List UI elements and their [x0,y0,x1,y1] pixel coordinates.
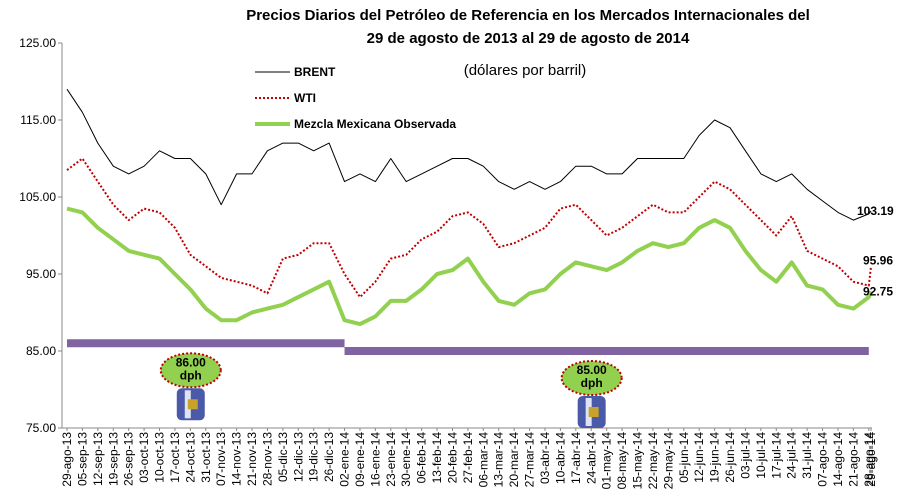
chart-title: Precios Diarios del Petróleo de Referenc… [246,7,810,24]
x-tick-label: 12-jun-14 [692,432,706,483]
x-tick-label: 31-oct-13 [199,432,213,483]
legend-label: Mezcla Mexicana Observada [294,117,456,131]
x-tick-label: 22-may-14 [646,432,660,490]
x-tick-label: 13-feb-14 [430,432,444,484]
chart-subtitle: (dólares por barril) [464,62,587,79]
value-label: 103.19 [857,204,894,218]
x-tick-label: 12-sep-13 [91,432,105,486]
x-tick-label: 14-ago-14 [831,432,845,487]
x-tick-label: 12-dic-13 [291,432,305,482]
x-tick-label: 20-mar-14 [507,432,521,488]
x-tick-label: 10-abr-14 [553,432,567,484]
series-line [66,88,872,221]
reference-label-part: dph [581,376,603,390]
x-tick-label: 28-nov-13 [260,432,274,486]
reference-label: 85.00 dph [577,363,607,390]
reference-label-part: 85.00 [577,363,607,377]
x-tick-label: 16-ene-14 [368,432,382,487]
x-tick-label: 27-mar-14 [523,432,537,488]
barrel-label [187,399,198,410]
x-tick-label: 03-jul-14 [738,432,752,479]
x-tick-label: 05-sep-13 [75,432,89,486]
value-label: 95.96 [863,254,893,268]
x-tick-label: 07-nov-13 [214,432,228,486]
x-tick-label: 24-oct-13 [183,432,197,483]
value-label: 92.75 [863,284,893,298]
chart-title: 29 de agosto de 2013 al 29 de agosto de … [367,30,690,47]
x-tick-label: 26-dic-13 [322,432,336,482]
x-tick-label: 08-may-14 [615,432,629,490]
x-tick-label: 20-feb-14 [445,432,459,484]
y-tick-label: 115.00 [20,113,56,127]
x-tick-label: 29-ago-14 [864,432,878,487]
x-tick-label: 29-ago-13 [60,432,74,487]
x-tick-label: 30-ene-14 [399,432,413,487]
x-tick-label: 15-may-14 [631,432,645,490]
y-tick-label: 95.00 [26,267,56,281]
x-tick-label: 27-feb-14 [461,432,475,484]
barrel-icon [577,396,606,428]
x-tick-label: 03-abr-14 [538,432,552,484]
y-tick-label: 85.00 [26,344,56,358]
x-tick-label: 19-dic-13 [307,432,321,482]
reference-badge [560,360,623,396]
y-tick-label: 125.00 [19,36,56,50]
x-tick-label: 21-nov-13 [245,432,259,486]
reference-badge [159,352,222,389]
x-tick-label: 14-nov-13 [230,432,244,486]
x-tick-label: 02-ene-14 [338,432,352,487]
x-tick-label: 24-abr-14 [584,432,598,484]
x-tick-label: 01-may-14 [600,432,614,490]
legend-label: WTI [294,91,316,105]
x-tick-label: 10-jul-14 [754,432,768,479]
reference-label-part: dph [180,368,202,382]
legend-label: BRENT [294,65,336,79]
x-tick-label: 19-sep-13 [106,432,120,486]
y-tick-label: 105.00 [19,190,56,204]
x-tick-label: 26-jun-14 [723,432,737,483]
x-tick-label: 26-sep-13 [122,432,136,486]
series-line [66,206,873,327]
x-tick-label: 17-jul-14 [769,432,783,479]
barrel-icon [176,388,205,421]
x-tick-label: 19-jun-14 [708,432,722,483]
x-tick-label: 05-jun-14 [677,432,691,483]
x-tick-label: 21-ago-14 [846,432,860,487]
x-tick-label: 24-jul-14 [785,432,799,479]
x-tick-label: 31-jul-14 [800,432,814,479]
x-tick-label: 13-mar-14 [492,432,506,488]
x-tick-label: 17-oct-13 [168,432,182,483]
reference-label: 86.00 dph [176,355,206,382]
x-tick-label: 17-abr-14 [569,432,583,484]
reference-label-part: 86.00 [176,355,206,369]
x-tick-label: 29-may-14 [661,432,675,490]
x-tick-label: 06-mar-14 [476,432,490,488]
x-tick-label: 07-ago-14 [816,432,830,487]
y-tick-label: 75.00 [26,421,56,435]
series-line [66,157,872,299]
barrel-label [588,407,599,417]
x-tick-label: 09-ene-14 [353,432,367,487]
x-tick-label: 03-oct-13 [137,432,151,483]
x-tick-label: 23-ene-14 [384,432,398,487]
x-tick-label: 28-ago-14 [862,432,876,487]
x-tick-label: 10-oct-13 [153,432,167,483]
x-tick-label: 06-feb-14 [415,432,429,484]
x-tick-label: 05-dic-13 [276,432,290,482]
